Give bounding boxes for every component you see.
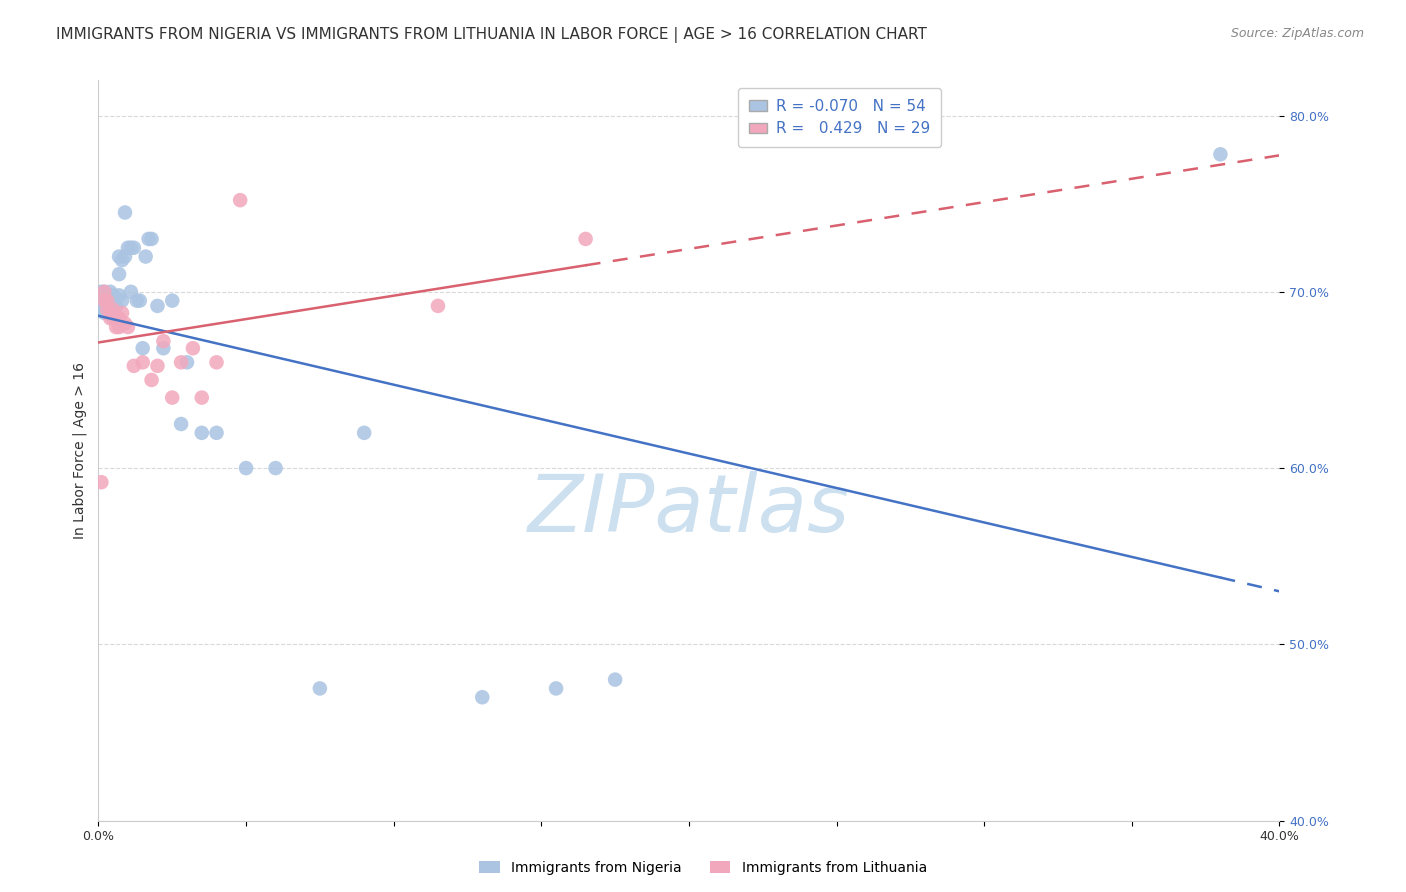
- Point: [152, 341, 174, 355]
- Point: [105, 292, 128, 306]
- Point: [205, 425, 228, 440]
- Point: [96, 299, 118, 313]
- Point: [546, 681, 568, 696]
- Point: [191, 425, 214, 440]
- Point: [162, 293, 183, 308]
- Point: [146, 299, 169, 313]
- Point: [152, 334, 174, 348]
- Point: [176, 355, 198, 369]
- Point: [93, 285, 115, 299]
- Point: [122, 241, 145, 255]
- Point: [108, 250, 131, 264]
- Point: [170, 355, 193, 369]
- Point: [114, 317, 136, 331]
- Point: [90, 475, 112, 490]
- Legend: R = -0.070   N = 54, R =   0.429   N = 29: R = -0.070 N = 54, R = 0.429 N = 29: [738, 88, 941, 147]
- Point: [205, 355, 228, 369]
- Point: [98, 311, 121, 326]
- Point: [141, 373, 163, 387]
- Point: [132, 355, 155, 369]
- Point: [90, 293, 112, 308]
- Point: [96, 288, 118, 302]
- Point: [181, 341, 204, 355]
- Point: [103, 302, 125, 317]
- Point: [471, 690, 494, 705]
- Point: [96, 293, 118, 308]
- Text: IMMIGRANTS FROM NIGERIA VS IMMIGRANTS FROM LITHUANIA IN LABOR FORCE | AGE > 16 C: IMMIGRANTS FROM NIGERIA VS IMMIGRANTS FR…: [56, 27, 927, 43]
- Point: [108, 311, 131, 326]
- Point: [120, 285, 142, 299]
- Point: [229, 193, 252, 207]
- Point: [98, 306, 121, 320]
- Point: [98, 306, 121, 320]
- Point: [96, 306, 118, 320]
- Text: ZIPatlas: ZIPatlas: [527, 471, 851, 549]
- Point: [575, 232, 598, 246]
- Point: [98, 299, 121, 313]
- Point: [146, 359, 169, 373]
- Point: [108, 267, 131, 281]
- Point: [98, 285, 121, 299]
- Point: [105, 299, 128, 313]
- Point: [162, 391, 183, 405]
- Point: [90, 285, 112, 299]
- Point: [98, 293, 121, 308]
- Point: [111, 306, 134, 320]
- Point: [93, 302, 115, 317]
- Point: [103, 297, 125, 311]
- Point: [353, 425, 375, 440]
- Point: [120, 241, 142, 255]
- Point: [235, 461, 257, 475]
- Point: [93, 306, 115, 320]
- Point: [103, 311, 125, 326]
- Point: [114, 250, 136, 264]
- Point: [103, 302, 125, 317]
- Point: [309, 681, 332, 696]
- Point: [122, 359, 145, 373]
- Y-axis label: In Labor Force | Age > 16: In Labor Force | Age > 16: [73, 362, 87, 539]
- Point: [114, 205, 136, 219]
- Point: [96, 302, 118, 317]
- Point: [105, 310, 128, 324]
- Point: [93, 293, 115, 308]
- Point: [128, 293, 150, 308]
- Point: [427, 299, 450, 313]
- Legend: Immigrants from Nigeria, Immigrants from Lithuania: Immigrants from Nigeria, Immigrants from…: [474, 855, 932, 880]
- Point: [105, 310, 128, 324]
- Point: [111, 293, 134, 308]
- Point: [93, 285, 115, 299]
- Point: [264, 461, 287, 475]
- Point: [103, 311, 125, 326]
- Text: Source: ZipAtlas.com: Source: ZipAtlas.com: [1230, 27, 1364, 40]
- Point: [605, 673, 627, 687]
- Point: [117, 320, 139, 334]
- Point: [125, 293, 148, 308]
- Point: [96, 293, 118, 308]
- Point: [191, 391, 214, 405]
- Point: [138, 232, 160, 246]
- Point: [117, 241, 139, 255]
- Point: [103, 288, 125, 302]
- Point: [90, 299, 112, 313]
- Point: [108, 288, 131, 302]
- Point: [105, 320, 128, 334]
- Point: [111, 253, 134, 268]
- Point: [141, 232, 163, 246]
- Point: [170, 417, 193, 431]
- Point: [93, 292, 115, 306]
- Point: [132, 341, 155, 355]
- Point: [1209, 147, 1232, 161]
- Point: [108, 320, 131, 334]
- Point: [135, 250, 157, 264]
